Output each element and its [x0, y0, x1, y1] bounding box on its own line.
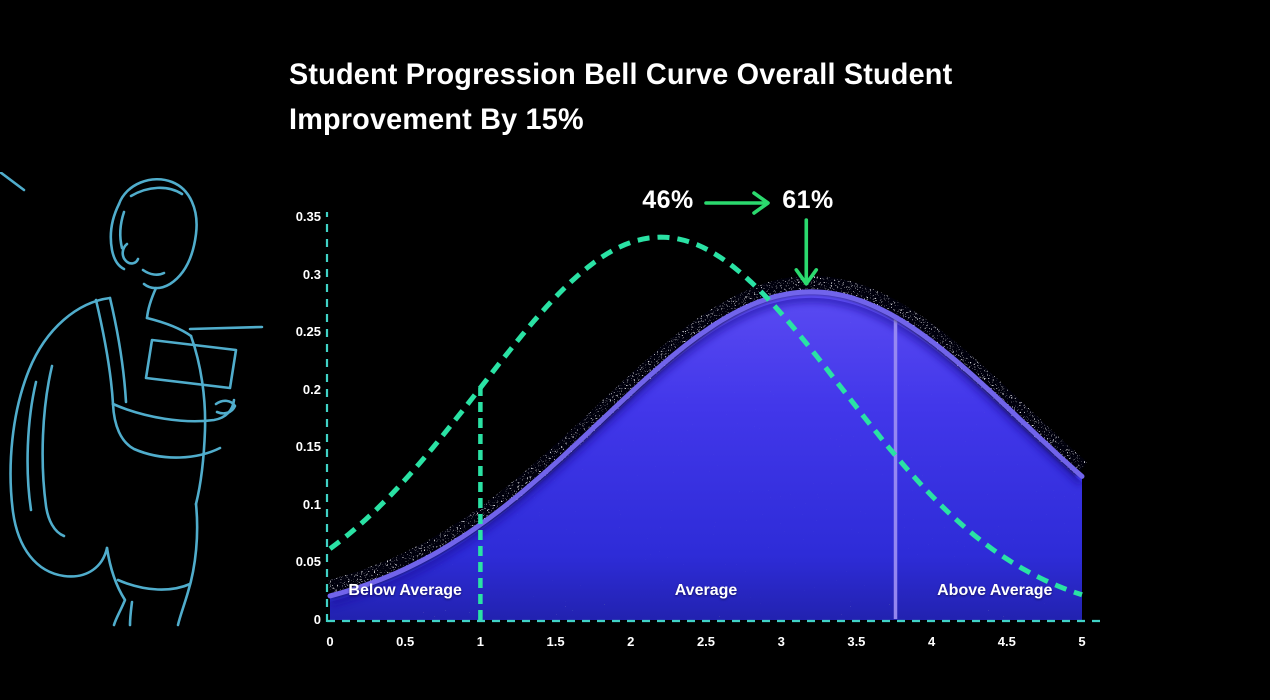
ear — [121, 242, 140, 265]
backpack-crease-1 — [26, 380, 38, 512]
illustration-stray-line — [0, 172, 26, 192]
head-outline — [117, 177, 198, 290]
pointer-arrow-down-head-icon — [794, 268, 819, 286]
y-tick-label: 0.15 — [295, 439, 321, 455]
x-tick-label: 1.5 — [546, 634, 565, 649]
y-tick-label: 0.3 — [302, 266, 321, 282]
leg-right — [176, 502, 199, 627]
strap-inner — [108, 296, 128, 404]
after-curve-stroke — [327, 289, 1085, 599]
y-tick-label: 0.35 — [295, 209, 321, 224]
x-tick-label: 4.5 — [997, 634, 1016, 649]
hair-back — [109, 202, 126, 271]
book-top-edge — [188, 325, 264, 331]
backpack-crease-2 — [41, 364, 66, 538]
leg-inner — [128, 600, 134, 627]
y-tick-label: 0 — [313, 612, 321, 627]
waist-line — [116, 578, 192, 591]
x-tick-label: 3.5 — [847, 634, 866, 649]
x-tick-label: 2 — [627, 634, 635, 649]
region-label-average: Average — [674, 582, 738, 599]
annotation-after-value: 61% — [782, 186, 834, 214]
hip-left — [105, 546, 127, 627]
x-tick-label: 1 — [476, 634, 484, 649]
region-label-above-average: Above Average — [937, 582, 1053, 599]
hair-swoosh — [118, 210, 126, 250]
chart-title: Student Progression Bell Curve Overall S… — [289, 58, 953, 136]
student-illustration — [0, 172, 264, 627]
x-tick-label: 0.5 — [396, 634, 415, 649]
annotation-before-value: 46% — [642, 186, 694, 214]
backpack-outline — [9, 296, 112, 578]
hair-fringe — [129, 186, 184, 198]
hand — [214, 399, 237, 415]
y-tick-label: 0.05 — [295, 554, 321, 570]
x-tick-label: 2.5 — [696, 634, 716, 649]
neck — [145, 286, 158, 320]
shoulder — [145, 316, 193, 338]
y-tick-label: 0.2 — [302, 381, 321, 397]
curve-halo-speckles — [327, 275, 1088, 597]
arm-lower — [111, 402, 222, 459]
area-bottom-noise — [330, 604, 1082, 620]
strap-outer — [94, 298, 115, 406]
y-tick-label: 0.1 — [302, 496, 321, 512]
region-label-below-average: Below Average — [348, 582, 462, 599]
y-tick-label: 0.25 — [295, 324, 321, 340]
torso-right — [189, 334, 207, 506]
jaw-line — [141, 268, 166, 276]
book-body — [144, 338, 238, 390]
x-tick-label: 0 — [326, 634, 334, 649]
x-tick-label: 3 — [777, 634, 785, 649]
before-curve-dashed — [328, 234, 1083, 598]
x-tick-label: 4 — [927, 634, 936, 649]
x-tick-label: 5 — [1078, 634, 1086, 649]
increase-arrow-right-head-icon — [752, 191, 770, 215]
